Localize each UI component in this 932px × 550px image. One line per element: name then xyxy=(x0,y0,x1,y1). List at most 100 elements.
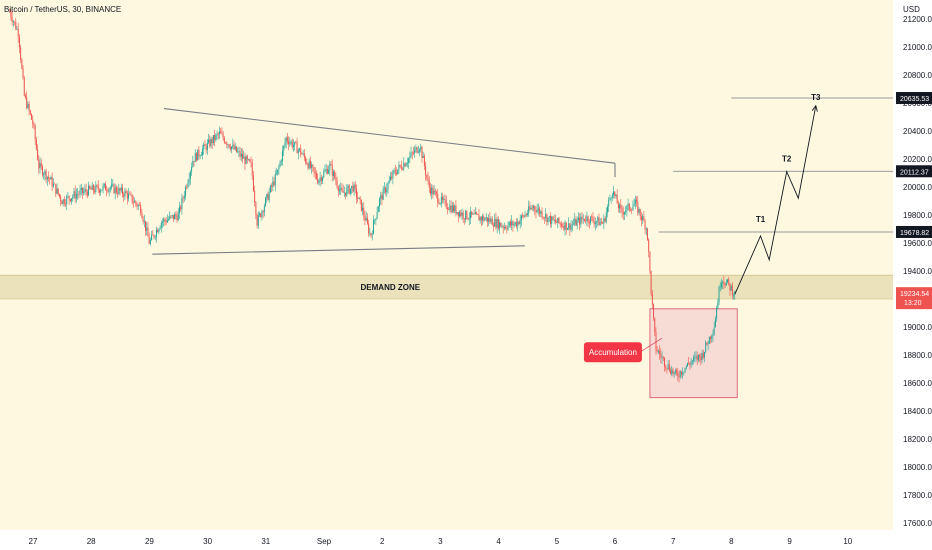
candle-body xyxy=(225,142,227,144)
candle-body xyxy=(456,212,458,214)
candle-body xyxy=(547,217,549,222)
candle-body xyxy=(231,146,233,150)
candle-body xyxy=(355,188,357,198)
candle-body xyxy=(39,162,41,169)
candle-body xyxy=(682,372,684,375)
candle-body xyxy=(58,194,60,197)
time-axis[interactable]: 27 28 29 30 31 Sep 2 3 4 5 6 7 8 9 10 xyxy=(29,537,853,546)
candle-body xyxy=(312,164,314,168)
candle-body xyxy=(143,220,145,222)
candle-body xyxy=(172,215,174,220)
candle-body xyxy=(23,78,25,96)
candle-body xyxy=(591,216,593,218)
candle-body xyxy=(575,218,577,226)
candle-body xyxy=(279,161,281,167)
candle-body xyxy=(657,350,659,352)
candle-body xyxy=(235,146,237,152)
candle-body xyxy=(74,191,76,199)
candle-body xyxy=(114,187,116,194)
candle-body xyxy=(121,187,123,195)
candle-body xyxy=(627,203,629,206)
candle-body xyxy=(387,182,389,189)
candle-body xyxy=(14,21,16,23)
candle-body xyxy=(454,205,456,212)
candle-body xyxy=(632,206,634,211)
candle-body xyxy=(432,187,434,195)
candle-body xyxy=(337,187,339,192)
accumulation-label-box xyxy=(583,342,642,363)
candle-body xyxy=(497,219,499,229)
candle-body xyxy=(388,180,390,183)
candle-body xyxy=(486,217,488,222)
trendline-lower xyxy=(152,245,525,255)
candle-body xyxy=(586,216,588,222)
candle-body xyxy=(703,352,705,358)
candle-body xyxy=(594,222,596,225)
candle-body xyxy=(565,222,567,230)
candle-body xyxy=(377,206,379,213)
candle-body xyxy=(84,189,86,192)
candle-body xyxy=(528,206,530,214)
candle-body xyxy=(340,187,342,190)
candle-body xyxy=(725,281,727,286)
candle-body xyxy=(553,219,555,221)
target-price-tag-text-t1: 19678.82 xyxy=(900,230,929,237)
candle-body xyxy=(21,59,23,69)
candle-body xyxy=(499,222,501,229)
candle-body xyxy=(560,223,562,227)
candle-body xyxy=(408,158,410,164)
candle-body xyxy=(478,214,480,221)
candle-body xyxy=(514,222,516,224)
candle-body xyxy=(728,279,730,284)
candle-body xyxy=(491,218,493,226)
candle-body xyxy=(428,180,430,188)
price-tick-label: 18200.00 xyxy=(903,435,932,444)
candle-body xyxy=(85,189,87,192)
candle-body xyxy=(500,222,502,227)
candle-body xyxy=(211,138,213,144)
candle-body xyxy=(88,185,90,196)
candle-body xyxy=(62,199,64,205)
candle-body xyxy=(468,218,470,220)
candle-body xyxy=(643,216,645,221)
candle-body xyxy=(246,156,248,160)
candle-body xyxy=(48,176,50,179)
candle-body xyxy=(245,156,247,164)
candle-body xyxy=(97,185,99,190)
candle-body xyxy=(548,216,550,218)
price-axis[interactable]: 17600.00 17800.00 18000.00 18200.00 18400.00… xyxy=(896,15,932,528)
price-axis-background xyxy=(893,0,932,530)
candle-body xyxy=(734,290,736,296)
candle-body xyxy=(45,170,47,180)
candle-body xyxy=(300,148,302,155)
candle-body xyxy=(130,193,132,195)
candle-body xyxy=(710,336,712,339)
candle-body xyxy=(431,187,433,194)
candle-body xyxy=(194,153,196,162)
candle-body xyxy=(124,191,126,197)
candle-body xyxy=(541,211,543,218)
candle-body xyxy=(305,157,307,163)
candle-body xyxy=(501,226,503,228)
candle-body xyxy=(730,285,732,291)
candle-body xyxy=(409,156,411,159)
candle-body xyxy=(534,206,536,210)
candle-body xyxy=(628,203,630,210)
candle-body xyxy=(651,294,653,305)
candle-body xyxy=(91,185,93,190)
candle-body xyxy=(473,213,475,215)
candle-body xyxy=(656,350,658,352)
candle-body xyxy=(123,194,125,197)
candle-body xyxy=(579,217,581,225)
candle-body xyxy=(359,197,361,200)
candle-body xyxy=(38,159,40,169)
time-tick-label: 2 xyxy=(380,537,385,546)
candle-body xyxy=(716,308,718,319)
candle-body xyxy=(461,212,463,216)
candle-body xyxy=(530,207,532,210)
candle-body xyxy=(452,205,454,212)
candle-body xyxy=(391,176,393,179)
candle-body xyxy=(129,193,131,195)
